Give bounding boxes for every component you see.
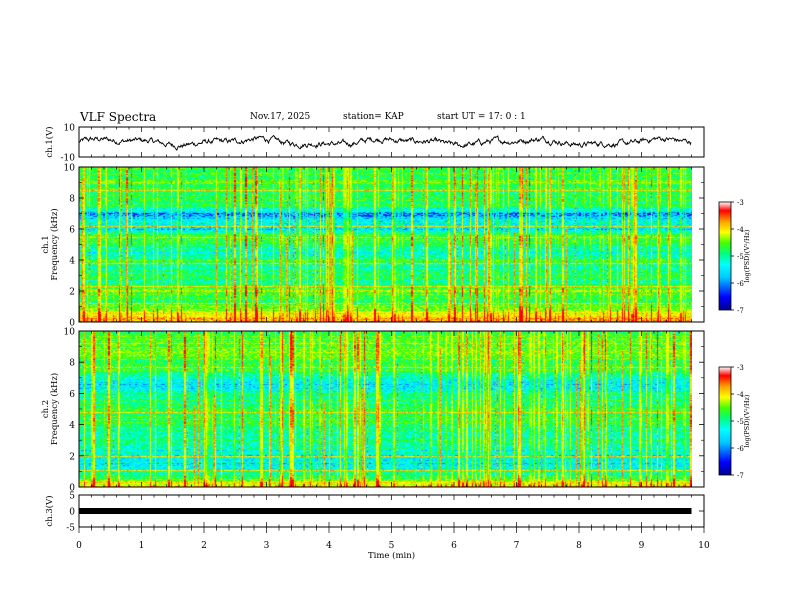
ch2-spectrogram-ytick-label: 8 (69, 359, 75, 369)
x-tick-label: 1 (139, 541, 145, 551)
ch2-spectrogram-ylabel-channel: ch.2 (41, 400, 51, 418)
ch1-spectrogram-colorbar-label: log(PSD)(V²/Hz) (743, 229, 751, 282)
x-tick-label: 9 (639, 541, 645, 551)
ch3-waveform-ytick-label: 0 (69, 508, 75, 518)
start-time-label: start UT = 17: 0 : 1 (437, 112, 526, 122)
ch2-spectrogram-colorbar-tick-label: -4 (737, 391, 744, 399)
date-label: Nov.17, 2025 (250, 112, 311, 122)
ch3-ylabel: ch.3(V) (44, 495, 55, 526)
ch1-ylabel: ch.1(V) (44, 126, 55, 157)
ch2-spectrogram-ylabel: Frequency (kHz) (49, 373, 60, 445)
x-tick-label: 6 (451, 541, 457, 551)
x-tick-label: 10 (698, 541, 710, 551)
ch1-spectrogram-ytick-label: 10 (64, 164, 76, 174)
ch1-spectrogram-image (79, 167, 692, 322)
ch1-spectrogram-ylabel-channel: ch.1 (41, 235, 51, 253)
ch1-spectrogram-ylabel: Frequency (kHz) (49, 208, 60, 280)
ch1-spectrogram-ytick-label: 2 (69, 288, 75, 298)
ch1-spectrogram-ytick-label: 6 (69, 226, 75, 236)
ch3-waveform-ytick-label: 5 (69, 492, 75, 502)
ch2-spectrogram-ytick-label: 2 (69, 452, 75, 462)
ch2-spectrogram-colorbar-label: log(PSD)(V²/Hz) (743, 394, 751, 447)
figure-title: VLF Spectra (80, 110, 157, 124)
x-tick-label: 0 (76, 541, 82, 551)
ch1-spectrogram-ytick-label: 0 (69, 319, 75, 329)
ch1-spectrogram-colorbar-tick-label: -7 (737, 307, 744, 315)
x-tick-label: 2 (201, 541, 207, 551)
ch1-spectrogram-colorbar-tick-label: -3 (737, 199, 744, 207)
ch1-trace (78, 134, 692, 151)
ch2-spectrogram-colorbar-tick-label: -6 (737, 445, 744, 453)
ch2-spectrogram-colorbar-tick-label: -7 (737, 472, 744, 480)
ch2-spectrogram-colorbar-tick-label: -3 (737, 364, 744, 372)
ch2-spectrogram-ytick-label: 6 (69, 390, 75, 400)
x-axis-label: Time (min) (368, 550, 415, 561)
ch2-spectrogram-colorbar-tick-label: -5 (737, 418, 744, 426)
ch1-waveform-ytick-label: -10 (61, 154, 76, 164)
ch2-spectrogram-image (79, 331, 692, 487)
ch2-spectrogram-ytick-label: 4 (69, 421, 75, 431)
ch1-spectrogram-colorbar-tick-label: -5 (737, 253, 744, 261)
ch2-spectrogram-ytick-label: 10 (64, 328, 76, 338)
ch1-spectrogram-colorbar (718, 201, 732, 311)
ch1-spectrogram-ytick-label: 4 (69, 257, 75, 267)
ch1-spectrogram-colorbar-tick-label: -6 (737, 280, 744, 288)
x-tick-label: 3 (264, 541, 270, 551)
station-label: station= KAP (343, 112, 404, 122)
x-tick-label: 4 (326, 541, 332, 551)
ch1-spectrogram-ytick-label: 8 (69, 195, 75, 205)
ch1-waveform-ytick-label: 10 (64, 124, 76, 134)
ch3-waveform-ytick-label: -5 (66, 524, 75, 534)
ch2-spectrogram-ytick-label: 0 (69, 484, 75, 494)
x-tick-label: 5 (389, 541, 395, 551)
x-tick-label: 8 (576, 541, 582, 551)
ch1-spectrogram-colorbar-tick-label: -4 (737, 226, 744, 234)
ch3-trace (79, 508, 692, 514)
ch2-spectrogram-colorbar (718, 366, 732, 476)
x-tick-label: 7 (514, 541, 520, 551)
